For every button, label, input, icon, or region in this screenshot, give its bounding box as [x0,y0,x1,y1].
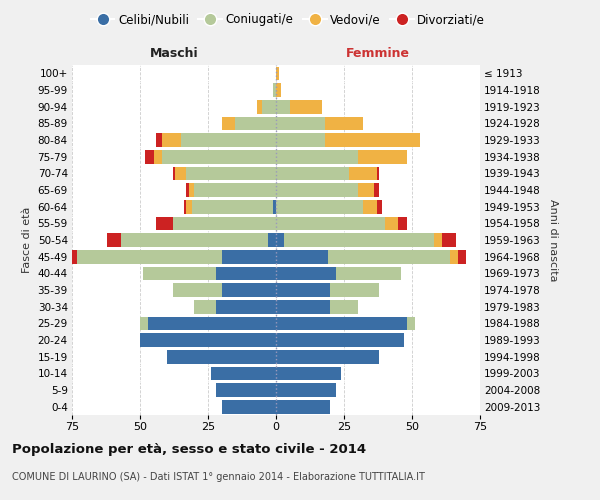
Bar [145,150,154,164]
Bar [276,333,404,347]
Bar [273,83,276,97]
Bar [276,350,379,364]
Bar [276,183,358,197]
Bar [398,216,407,230]
Bar [216,383,276,397]
Bar [257,100,262,114]
Bar [235,116,276,130]
Bar [276,283,331,297]
Bar [349,166,377,180]
Bar [377,166,379,180]
Bar [194,183,276,197]
Bar [434,233,442,247]
Bar [276,300,331,314]
Bar [268,233,276,247]
Bar [276,66,279,80]
Bar [221,283,276,297]
Bar [276,150,358,164]
Text: Popolazione per età, sesso e stato civile - 2014: Popolazione per età, sesso e stato civil… [12,442,366,456]
Bar [358,150,407,164]
Bar [181,133,276,147]
Bar [148,316,276,330]
Bar [186,166,276,180]
Bar [374,183,379,197]
Bar [162,133,181,147]
Bar [221,400,276,413]
Text: Femmine: Femmine [346,47,410,60]
Bar [450,250,458,264]
Bar [216,300,276,314]
Bar [154,150,162,164]
Bar [407,316,415,330]
Y-axis label: Anni di nascita: Anni di nascita [548,198,557,281]
Bar [173,166,175,180]
Bar [189,183,194,197]
Bar [121,233,268,247]
Bar [273,200,276,213]
Bar [184,200,186,213]
Bar [276,100,290,114]
Bar [358,183,374,197]
Bar [331,283,379,297]
Bar [276,316,407,330]
Bar [173,216,276,230]
Bar [276,233,284,247]
Bar [221,116,235,130]
Bar [167,350,276,364]
Bar [290,100,322,114]
Bar [276,116,325,130]
Bar [363,200,377,213]
Bar [284,233,434,247]
Bar [140,316,148,330]
Bar [191,200,273,213]
Bar [276,133,325,147]
Bar [262,100,276,114]
Bar [211,366,276,380]
Bar [328,250,450,264]
Bar [157,133,162,147]
Bar [216,266,276,280]
Bar [276,250,328,264]
Bar [276,383,336,397]
Bar [331,300,358,314]
Legend: Celibi/Nubili, Coniugati/e, Vedovi/e, Divorziati/e: Celibi/Nubili, Coniugati/e, Vedovi/e, Di… [86,8,490,31]
Bar [107,233,121,247]
Bar [458,250,466,264]
Bar [186,183,189,197]
Bar [69,250,77,264]
Bar [162,150,276,164]
Bar [140,333,276,347]
Bar [276,83,281,97]
Bar [194,300,216,314]
Bar [276,216,385,230]
Bar [276,366,341,380]
Bar [325,133,420,147]
Bar [175,166,186,180]
Bar [143,266,216,280]
Bar [276,200,363,213]
Text: COMUNE DI LAURINO (SA) - Dati ISTAT 1° gennaio 2014 - Elaborazione TUTTITALIA.IT: COMUNE DI LAURINO (SA) - Dati ISTAT 1° g… [12,472,425,482]
Text: Maschi: Maschi [149,47,199,60]
Bar [442,233,455,247]
Bar [385,216,398,230]
Bar [276,166,349,180]
Bar [157,216,173,230]
Bar [173,283,221,297]
Bar [186,200,191,213]
Bar [276,266,336,280]
Y-axis label: Fasce di età: Fasce di età [22,207,32,273]
Bar [221,250,276,264]
Bar [77,250,221,264]
Bar [377,200,382,213]
Bar [325,116,363,130]
Bar [336,266,401,280]
Bar [276,400,331,413]
